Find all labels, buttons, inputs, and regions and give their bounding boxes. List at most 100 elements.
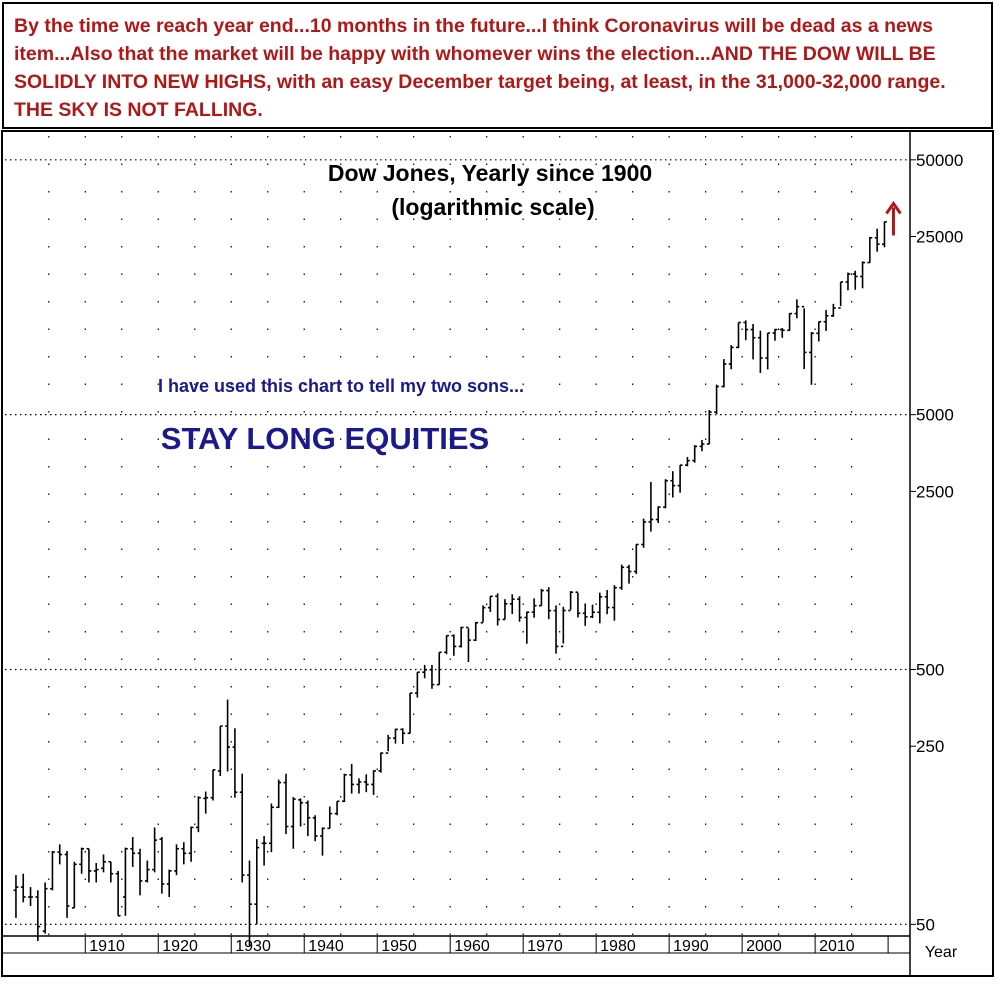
x-tick-label: 1910: [89, 938, 125, 955]
ohlc-bar: [196, 796, 201, 833]
ohlc-bar: [495, 593, 501, 626]
ohlc-bar: [582, 603, 588, 626]
ohlc-bar: [860, 261, 865, 289]
ohlc-bar: [371, 770, 376, 795]
ohlc-bar: [349, 763, 355, 794]
ohlc-bar: [604, 590, 610, 615]
outer-border: [1, 130, 994, 977]
ohlc-bar: [42, 882, 48, 934]
arrow-head: [885, 200, 902, 215]
ohlc-bar: [845, 272, 851, 291]
ohlc-bar: [684, 456, 690, 467]
ohlc-bar: [115, 870, 121, 917]
ohlc-bar: [539, 588, 544, 607]
ohlc-bar: [560, 606, 566, 648]
ohlc-bar: [101, 854, 106, 873]
ohlc-bar: [188, 826, 194, 862]
ohlc-bar: [137, 848, 143, 896]
ohlc-bar: [436, 651, 442, 686]
x-tick-label: 1990: [673, 938, 709, 955]
ohlc-bar: [502, 599, 508, 621]
y-tick-label: 250: [916, 737, 944, 756]
ohlc-bar: [663, 479, 668, 509]
ohlc-bar: [466, 626, 471, 663]
ohlc-bar: [801, 305, 807, 370]
ohlc-bar: [261, 836, 267, 866]
ohlc-bar: [71, 861, 77, 909]
ohlc-bar: [123, 847, 128, 916]
x-tick-label: 1980: [600, 938, 636, 955]
header-commentary: By the time we reach year end...10 month…: [14, 15, 946, 121]
chart-subtitle: (logarithmic scale): [391, 194, 594, 220]
ohlc-bar: [283, 773, 289, 835]
ohlc-bar: [823, 309, 829, 331]
ohlc-bar: [28, 887, 33, 907]
ohlc-bar: [356, 778, 362, 794]
ohlc-bar: [20, 873, 26, 903]
ohlc-bar: [553, 605, 559, 654]
ohlc-bar: [590, 604, 595, 619]
chart-frame: [1, 130, 994, 977]
x-tick-label: 2010: [819, 938, 855, 955]
ohlc-bar: [451, 634, 457, 656]
ohlc-bar: [174, 844, 179, 876]
y-tick-label: 5000: [916, 406, 954, 425]
ohlc-bar: [509, 594, 515, 615]
ohlc-bar: [108, 860, 114, 883]
ohlc-bar: [414, 671, 420, 698]
ohlc-bar: [677, 464, 683, 493]
ohlc-bar: [210, 769, 216, 801]
ohlc-bar: [487, 595, 493, 612]
x-tick-label: 1920: [162, 938, 198, 955]
ohlc-bar: [641, 518, 647, 548]
x-tick-label: 1950: [381, 938, 417, 955]
ohlc-bar: [327, 806, 333, 830]
ohlc-bar: [517, 596, 522, 622]
ohlc-bar: [254, 839, 260, 925]
ohlc-bar: [882, 221, 887, 248]
ohlc-bar: [422, 664, 428, 679]
up-arrow-icon: [885, 200, 902, 236]
ohlc-bar: [429, 664, 435, 689]
x-tick-label: 1960: [454, 938, 490, 955]
ohlc-bar: [619, 564, 625, 590]
ohlc-bar: [706, 409, 712, 445]
y-tick-label: 50000: [916, 151, 963, 170]
ohlc-bar: [750, 324, 756, 360]
ohlc-bar: [152, 827, 158, 873]
x-tick-label: 1940: [308, 938, 344, 955]
ohlc-bar: [633, 543, 639, 575]
ohlc-bar: [648, 481, 654, 532]
ohlc-bar: [64, 850, 70, 918]
ohlc-bar: [276, 779, 282, 809]
ohlc-bar: [320, 827, 325, 856]
ohlc-bar: [341, 773, 347, 803]
ohlc-bar: [458, 626, 464, 648]
ohlc-bar: [473, 621, 479, 641]
ohlc-bar: [597, 592, 603, 624]
ohlc-bar: [393, 728, 398, 744]
x-axis-ticks: 1910 1920 1930 1940 1950 1960 1970 1980 1990 2000…: [84, 936, 889, 955]
ohlc-bar: [312, 815, 318, 842]
ohlc-bar: [86, 847, 92, 883]
ohlc-bar: [809, 332, 814, 385]
ohlc-bar: [721, 359, 727, 388]
ohlc-bar: [232, 728, 238, 798]
ohlc-bar: [159, 837, 165, 894]
chart-annotation: I have used this chart to tell my two so…: [158, 376, 524, 396]
ohlc-bar: [699, 439, 705, 452]
ohlc-bar: [736, 321, 741, 349]
ohlc-bar: [181, 842, 187, 865]
ohlc-bar: [728, 345, 734, 370]
y-tick-label: 50: [916, 915, 935, 934]
ohlc-bar: [203, 791, 209, 814]
ohlc-bar: [166, 869, 172, 898]
y-tick-label: 25000: [916, 228, 963, 247]
ohlc-bar: [480, 605, 486, 624]
ohlc-bar: [531, 598, 537, 618]
ohlc-bar: [838, 281, 844, 309]
ohlc-bar: [378, 752, 384, 773]
ohlc-bar: [400, 728, 406, 745]
ohlc-bars: [13, 221, 887, 947]
